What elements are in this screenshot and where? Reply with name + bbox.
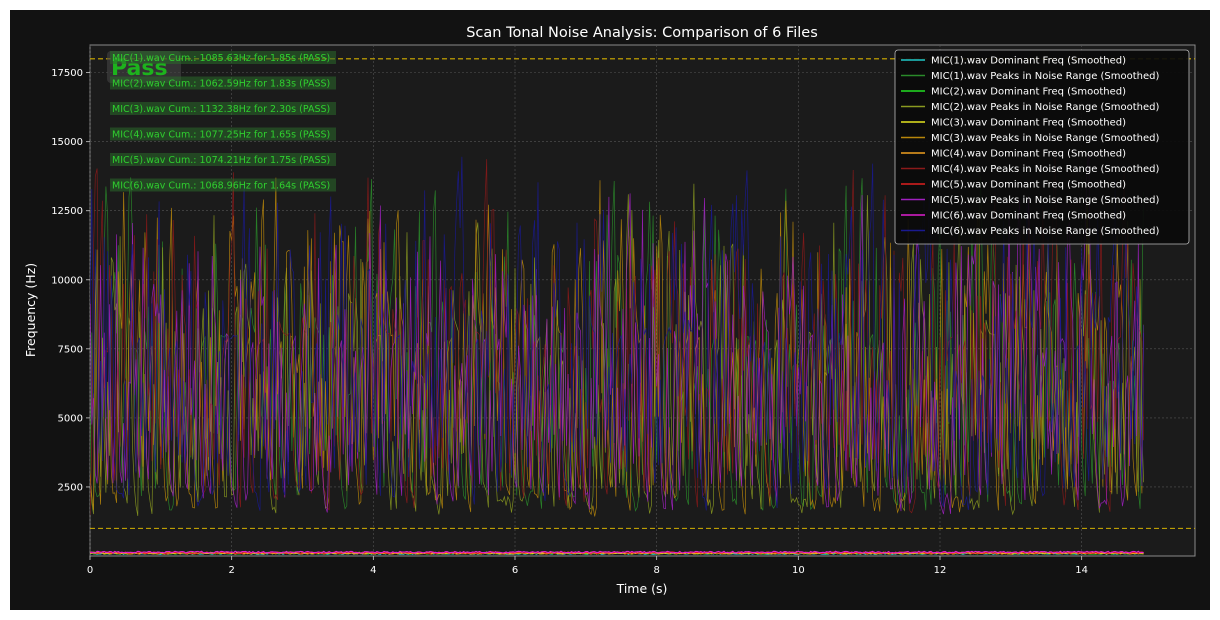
chart-title: Scan Tonal Noise Analysis: Comparison of… [466,25,818,41]
annotation-text: MIC(6).wav Cum.: 1068.96Hz for 1.64s (PA… [112,181,330,192]
legend-entry: MIC(3).wav Dominant Freq (Smoothed) [931,118,1126,129]
annotation-text: MIC(2).wav Cum.: 1062.59Hz for 1.83s (PA… [112,79,330,90]
series-line-10 [90,153,1144,515]
x-tick-label: 10 [792,565,805,576]
legend-entry: MIC(5).wav Dominant Freq (Smoothed) [931,180,1126,191]
x-tick-label: 8 [653,565,659,576]
x-tick-label: 0 [87,565,93,576]
legend-entry: MIC(2).wav Peaks in Noise Range (Smoothe… [931,102,1160,113]
y-tick-label: 10000 [51,275,83,286]
y-tick-label: 5000 [58,413,83,424]
y-tick-label: 17500 [51,68,83,79]
x-tick-label: 4 [370,565,376,576]
annotation-bg [110,127,336,141]
x-tick-label: 12 [934,565,947,576]
legend: MIC(1).wav Dominant Freq (Smoothed) MIC(1… [894,49,1190,245]
annotation-bg [110,51,336,64]
legend-entry: MIC(1).wav Peaks in Noise Range (Smoothe… [931,71,1160,82]
y-tick-label: 7500 [58,344,83,355]
series-line-2 [90,176,1144,512]
x-tick-label: 2 [228,565,234,576]
legend-entry: MIC(5).wav Peaks in Noise Range (Smoothe… [931,195,1160,206]
legend-box [894,49,1190,245]
x-tick-label: 6 [512,565,518,576]
plot-content [90,58,1195,555]
legend-entry: MIC(2).wav Dominant Freq (Smoothed) [931,87,1126,98]
annotation-bg [110,153,336,166]
annotation-text: MIC(1).wav Cum.: 1085.63Hz for 1.85s (PA… [112,53,330,64]
y-tick-label: 2500 [58,482,83,493]
series-line-12 [90,156,1144,511]
annotation-bg [110,178,336,192]
legend-entry: MIC(6).wav Peaks in Noise Range (Smoothe… [931,226,1160,237]
x-axis-label: Time (s) [616,581,668,596]
annotation-text: MIC(3).wav Cum.: 1132.38Hz for 2.30s (PA… [112,104,330,115]
chart-figure: Scan Tonal Noise Analysis: Comparison of… [10,10,1210,610]
legend-entry: MIC(6).wav Dominant Freq (Smoothed) [931,211,1126,222]
annotation-bg [110,76,336,90]
legend-entry: MIC(4).wav Peaks in Noise Range (Smoothe… [931,164,1160,175]
axis-ticks: 0 2 4 6 8 10 12 14 2500 5000 7500 10000 12500 15000 17… [51,68,1088,576]
legend-entry: MIC(1).wav Dominant Freq (Smoothed) [931,56,1126,67]
y-tick-label: 12500 [51,206,83,217]
annotation-text: MIC(4).wav Cum.: 1077.25Hz for 1.65s (PA… [112,130,330,141]
annotation-bg [110,102,336,115]
annotation-text: MIC(5).wav Cum.: 1074.21Hz for 1.75s (PA… [112,155,330,166]
y-axis-label: Frequency (Hz) [23,263,38,357]
chart-svg: Scan Tonal Noise Analysis: Comparison of… [10,10,1210,610]
legend-entry: MIC(4).wav Dominant Freq (Smoothed) [931,149,1126,160]
series-layer [90,149,1144,555]
series-line-11 [90,550,1144,554]
x-tick-label: 14 [1075,565,1088,576]
y-tick-label: 15000 [51,137,83,148]
legend-entry: MIC(3).wav Peaks in Noise Range (Smoothe… [931,133,1160,144]
